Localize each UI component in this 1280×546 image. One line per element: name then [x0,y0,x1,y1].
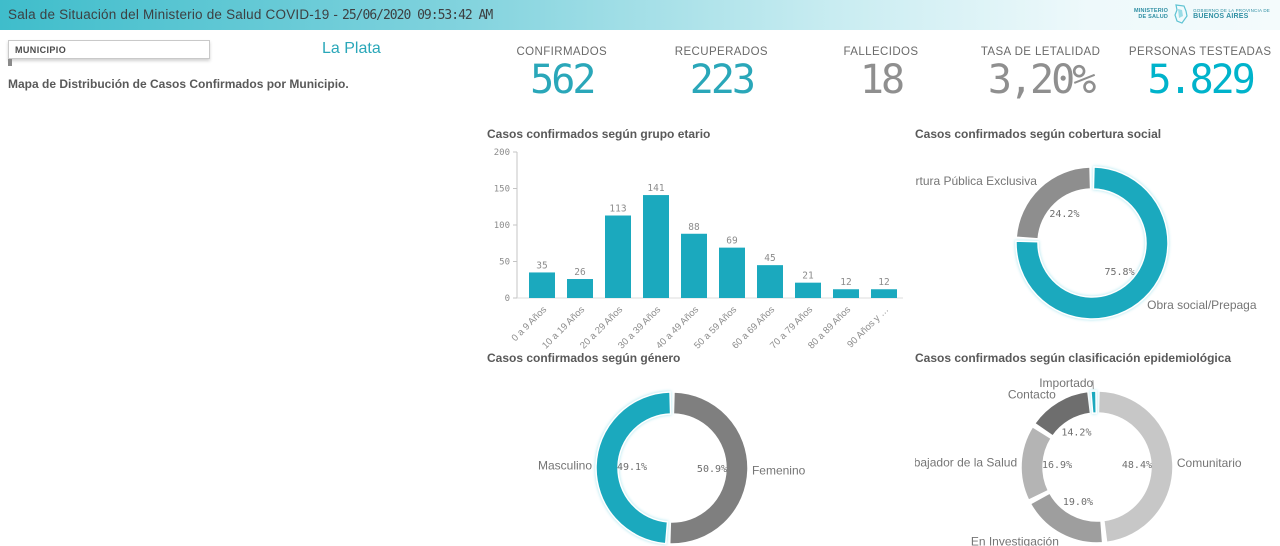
y-tick-label: 50 [499,258,510,268]
header-bar: Sala de Situación del Ministerio de Salu… [0,0,1280,30]
x-category-label: 0 a 9 Años [510,304,550,344]
bar-value-label: 21 [802,271,814,282]
y-tick-label: 200 [494,148,510,158]
kpi-value: 562 [530,57,596,103]
bar-value-label: 12 [840,277,851,288]
kpi-tasa-letalidad: TASA DE LETALIDAD 3,20% [961,46,1121,101]
slice-label-importado: Importado [1039,376,1093,390]
province-emblem-icon [1174,4,1188,24]
kpi-confirmados: CONFIRMADOS 562 [482,46,642,101]
ministry-logo-text: MINISTERIO DE SALUD [1133,8,1169,20]
bar-value-label: 69 [726,236,738,247]
kpi-label: RECUPERADOS [674,46,768,58]
bar-90-a-os-y[interactable] [871,289,897,298]
kpi-label: PERSONAS TESTEADAS [1128,46,1272,58]
logo-block: MINISTERIO DE SALUD GOBIERNO DE LA PROVI… [1126,4,1270,24]
slice-pct-label: 50.9% [697,464,727,475]
slice-pct-label: 16.9% [1042,460,1072,471]
bar-value-label: 12 [878,277,889,288]
bar-80-a-89-a-os[interactable] [833,289,859,298]
kpi-row: CONFIRMADOS 562 RECUPERADOS 223 FALLECID… [482,46,1280,101]
slice-label-en-investigaci-n: En Investigación [971,534,1059,546]
slice-label-comunitario: Comunitario [1177,456,1242,470]
slice-pct-label: 75.8% [1105,267,1135,278]
kpi-value: 5.829 [1147,57,1255,103]
selected-municipio-value: La Plata [322,40,381,57]
bar-value-label: 141 [647,183,664,194]
slice-femenino[interactable] [668,391,749,545]
slice-pct-label: 24.2% [1049,209,1079,220]
bar-50-a-59-a-os[interactable] [719,247,745,298]
bar-10-a-19-a-os[interactable] [567,279,593,298]
map-section-title: Mapa de Distribución de Casos Confirmado… [8,77,349,91]
bar-20-a-29-a-os[interactable] [605,215,631,298]
slice-trabajador-de-la-salud[interactable] [1020,425,1053,502]
slice-label-cobertura-p-blica-exclusiva: Cobertura Pública Exclusiva [915,174,1037,188]
slice-obra-social-prepaga[interactable] [1015,166,1169,320]
kpi-fallecidos: FALLECIDOS 18 [801,46,961,101]
chart-title: Casos confirmados según género [487,351,681,365]
y-tick-label: 0 [505,294,510,304]
cobertura-social-donut-panel: Casos confirmados según cobertura social… [915,122,1280,357]
slice-label-masculino: Masculino [538,459,592,473]
chart-title: Casos confirmados según clasificación ep… [915,351,1232,365]
slice-comunitario[interactable] [1097,390,1174,544]
bar-value-label: 35 [536,260,547,271]
slice-pct-label: 19.0% [1063,497,1093,508]
kpi-value: 223 [689,57,756,103]
slice-cobertura-p-blica-exclusiva[interactable] [1015,166,1092,240]
municipio-filter-input[interactable]: MUNICIPIO [8,40,210,59]
bar-value-label: 26 [574,267,586,278]
y-tick-label: 100 [494,221,510,231]
slice-pct-label: 14.2% [1061,428,1091,439]
government-logo-text: GOBIERNO DE LA PROVINCIA DE BUENOS AIRES [1193,8,1270,21]
slice-masculino[interactable] [595,391,672,545]
clasificacion-epidemiologica-donut-panel: Casos confirmados según clasificación ep… [915,346,1280,546]
slice-label-femenino: Femenino [752,463,806,477]
bar-0-a-9-a-os[interactable] [529,272,555,298]
bar-value-label: 88 [688,222,700,233]
government-logo-line: GOBIERNO DE LA PROVINCIA DE [1193,7,1270,13]
page-title: Sala de Situación del Ministerio de Salu… [8,7,493,23]
kpi-recuperados: RECUPERADOS 223 [642,46,802,101]
genero-donut-chart[interactable]: 50.9% Femenino 49.1% Masculino [487,346,907,546]
kpi-value: 18 [859,57,905,103]
slice-label-obra-social-prepaga: Obra social/Prepaga [1147,298,1257,312]
genero-donut-panel: Casos confirmados según género 50.9% Feme… [487,346,907,546]
chart-title: Casos confirmados según grupo etario [487,127,711,141]
chart-title: Casos confirmados según cobertura social [915,127,1162,141]
kpi-value: 3,20% [987,57,1096,103]
slice-importado[interactable] [1090,390,1097,414]
y-tick-label: 150 [494,185,510,195]
slice-en-investigaci-n[interactable] [1029,492,1104,544]
page-title-text: Sala de Situación del Ministerio de Salu… [8,7,343,22]
slice-pct-label: 48.4% [1122,460,1152,471]
municipio-filter-label: MUNICIPIO [15,44,67,55]
slice-label-trabajador-de-la-salud: Trabajador de la Salud [915,456,1017,470]
slice-pct-label: 49.1% [617,462,647,473]
bar-value-label: 113 [609,204,626,215]
kpi-label: TASA DE LETALIDAD [980,46,1101,58]
slice-contacto[interactable] [1033,390,1092,438]
filter-scrollbar-tick [8,59,12,66]
kpi-personas-testeadas: PERSONAS TESTEADAS 5.829 [1120,46,1280,101]
kpi-label: FALLECIDOS [843,46,919,58]
age-group-bar-chart-panel: Casos confirmados según grupo etario 0 50… [487,122,907,357]
province-logo-line: BUENOS AIRES [1193,12,1249,20]
bar-60-a-69-a-os[interactable] [757,265,783,298]
slice-label-contacto: Contacto [1008,387,1056,401]
bar-70-a-79-a-os[interactable] [795,282,821,298]
page-title-datetime: 25/06/2020 09:53:42 AM [342,8,493,23]
cobertura-social-donut-chart[interactable]: 75.8% Obra social/Prepaga 24.2% Cobertura P… [915,122,1280,357]
bar-30-a-39-a-os[interactable] [643,195,669,298]
bar-value-label: 45 [764,253,775,264]
kpi-label: CONFIRMADOS [516,46,608,58]
clasificacion-epidemiologica-donut-chart[interactable]: 48.4% Comunitario 19.0% En Investigación 16.… [915,346,1280,546]
bar-40-a-49-a-os[interactable] [681,233,707,298]
